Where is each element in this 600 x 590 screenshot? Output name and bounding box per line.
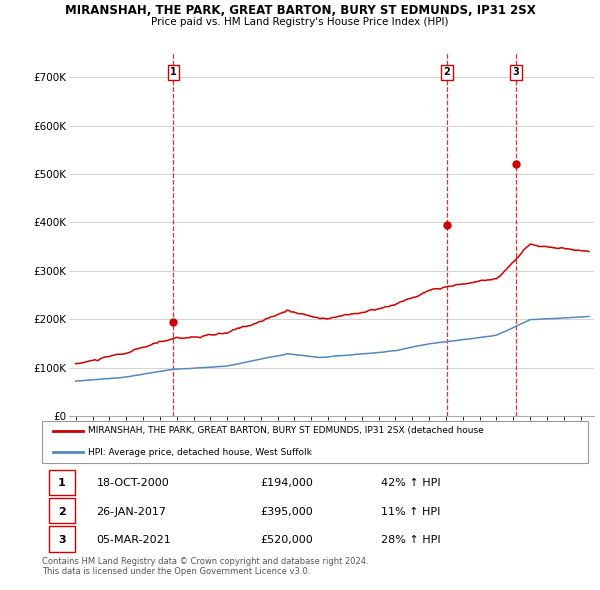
Text: £520,000: £520,000 [260, 535, 313, 545]
FancyBboxPatch shape [49, 470, 75, 495]
Text: £194,000: £194,000 [260, 478, 313, 488]
Text: 1: 1 [58, 478, 65, 488]
Text: 42% ↑ HPI: 42% ↑ HPI [380, 478, 440, 488]
Text: HPI: Average price, detached house, West Suffolk: HPI: Average price, detached house, West… [88, 448, 312, 457]
Text: Price paid vs. HM Land Registry's House Price Index (HPI): Price paid vs. HM Land Registry's House … [151, 17, 449, 27]
Text: £395,000: £395,000 [260, 507, 313, 516]
FancyBboxPatch shape [42, 421, 588, 463]
Text: 05-MAR-2021: 05-MAR-2021 [97, 535, 172, 545]
Text: MIRANSHAH, THE PARK, GREAT BARTON, BURY ST EDMUNDS, IP31 2SX: MIRANSHAH, THE PARK, GREAT BARTON, BURY … [65, 4, 535, 17]
Text: 26-JAN-2017: 26-JAN-2017 [97, 507, 167, 516]
Text: 11% ↑ HPI: 11% ↑ HPI [380, 507, 440, 516]
Text: 1: 1 [170, 67, 177, 77]
Text: 28% ↑ HPI: 28% ↑ HPI [380, 535, 440, 545]
Text: 3: 3 [58, 535, 65, 545]
Text: 2: 2 [58, 507, 65, 516]
Text: Contains HM Land Registry data © Crown copyright and database right 2024.
This d: Contains HM Land Registry data © Crown c… [42, 557, 368, 576]
Text: 18-OCT-2000: 18-OCT-2000 [97, 478, 169, 488]
Text: 3: 3 [513, 67, 520, 77]
Text: 2: 2 [444, 67, 451, 77]
FancyBboxPatch shape [49, 526, 75, 552]
FancyBboxPatch shape [49, 498, 75, 523]
Text: MIRANSHAH, THE PARK, GREAT BARTON, BURY ST EDMUNDS, IP31 2SX (detached house: MIRANSHAH, THE PARK, GREAT BARTON, BURY … [88, 427, 484, 435]
